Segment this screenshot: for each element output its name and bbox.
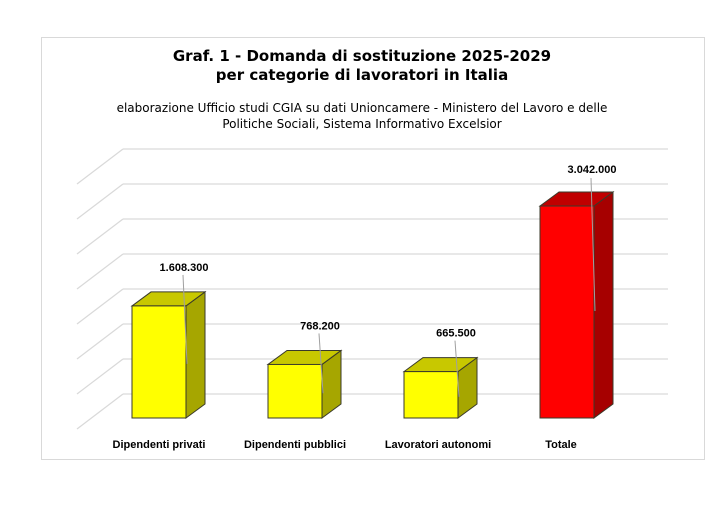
gridline-diagonal xyxy=(76,183,124,220)
bar-2 xyxy=(266,349,343,419)
chart-title-line-1: Graf. 1 - Domanda di sostituzione 2025-2… xyxy=(172,47,552,65)
bars xyxy=(130,191,615,419)
gridline-diagonal xyxy=(76,218,124,255)
gridline-diagonal xyxy=(76,393,124,430)
chart-subtitle: elaborazione Ufficio studi CGIA su dati … xyxy=(0,100,724,132)
x-axis-label: Dipendenti pubblici xyxy=(244,439,346,451)
chart-subtitle-line-2: Politiche Sociali, Sistema Informativo E… xyxy=(222,117,502,131)
x-axis-label: Lavoratori autonomi xyxy=(385,439,491,451)
data-label-leader-line xyxy=(318,333,324,394)
data-label-leader-line xyxy=(590,177,596,312)
gridline-diagonal xyxy=(76,323,124,360)
data-label: 1.608.300 xyxy=(160,262,209,274)
x-axis-label: Totale xyxy=(545,439,577,451)
bar-front-face xyxy=(403,371,459,419)
data-label: 665.500 xyxy=(436,328,476,340)
chart-title-line-2: per categorie di lavoratori in Italia xyxy=(215,66,509,84)
chart-frame xyxy=(41,37,705,460)
gridline-diagonal xyxy=(76,288,124,325)
bar-1 xyxy=(130,290,207,419)
chart-title: Graf. 1 - Domanda di sostituzione 2025-2… xyxy=(0,47,724,85)
data-labels: 1.608.300 768.200 665.500 3.042.000 xyxy=(160,164,617,397)
bar-front-face xyxy=(539,205,595,419)
x-axis-label: Dipendenti privati xyxy=(113,439,206,451)
chart-subtitle-line-1: elaborazione Ufficio studi CGIA su dati … xyxy=(116,101,608,115)
gridline-diagonal xyxy=(76,148,124,185)
bar-side-face xyxy=(593,191,614,419)
data-label-leader-line xyxy=(454,340,460,397)
data-label-leader-line xyxy=(182,274,188,364)
bar-side-face xyxy=(185,290,206,419)
gridline-diagonal xyxy=(76,253,124,290)
data-label: 768.200 xyxy=(300,320,340,332)
bar-4 xyxy=(538,191,615,419)
bar-front-face xyxy=(267,363,323,419)
x-axis-labels: Dipendenti privati Dipendenti pubblici Lav… xyxy=(113,439,577,451)
bar-front-face xyxy=(131,305,187,419)
data-label: 3.042.000 xyxy=(568,164,617,176)
gridline-diagonal xyxy=(76,358,124,395)
bar-3 xyxy=(402,356,479,419)
